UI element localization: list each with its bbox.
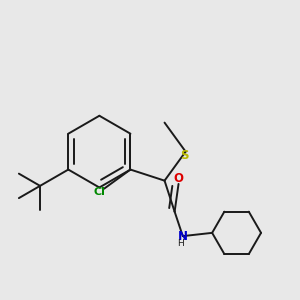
Text: O: O: [174, 172, 184, 185]
Text: N: N: [178, 230, 188, 243]
Text: Cl: Cl: [93, 187, 105, 197]
Text: H: H: [177, 239, 184, 248]
Text: S: S: [180, 149, 188, 162]
